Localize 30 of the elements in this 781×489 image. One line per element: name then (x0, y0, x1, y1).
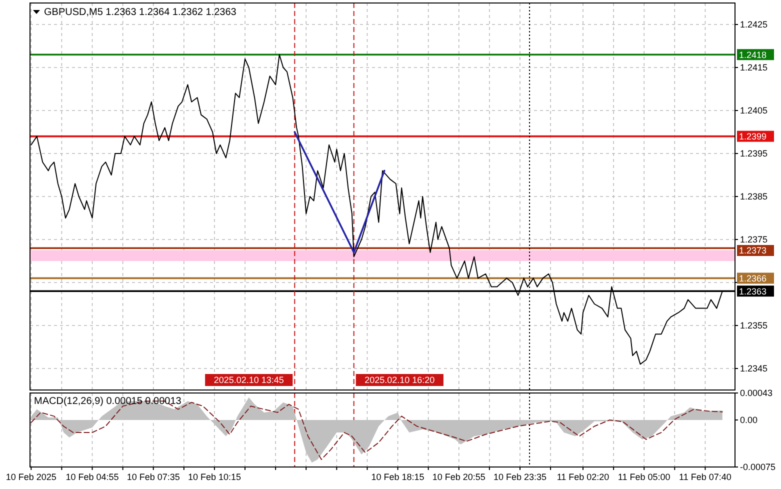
x-tick-label: 10 Feb 20:55 (432, 472, 486, 482)
ref-line-label: 1.2363 (739, 286, 767, 296)
x-tick-label: 10 Feb 07:35 (126, 472, 180, 482)
x-tick-label: 10 Feb 04:55 (66, 472, 119, 482)
y-tick-label: -0.00075 (740, 462, 776, 472)
chart-title: GBPUSD,M5 1.2363 1.2364 1.2362 1.2363 (44, 7, 237, 18)
ref-line-label: 2025.02.10 16:20 (364, 375, 435, 386)
y-tick-label: 1.2385 (740, 192, 768, 202)
y-tick-label: 0.00 (740, 415, 758, 426)
y-tick-label: 1.2415 (740, 62, 768, 73)
y-tick-label: 1.2355 (740, 320, 768, 331)
y-tick-label: 1.2375 (740, 234, 768, 245)
x-tick-label: 11 Feb 05:00 (618, 472, 670, 482)
ref-line-label: 1.2418 (739, 50, 767, 60)
ref-line-label: 2025.02.10 13:45 (214, 375, 284, 386)
y-tick-label: 1.2395 (740, 148, 768, 159)
x-tick-label: 10 Feb 2025 (6, 472, 56, 482)
chart-title: MACD(12,26,9) 0.00015 0.00013 (34, 396, 182, 407)
y-tick-label: 1.2405 (740, 106, 768, 116)
x-tick-label: 11 Feb 07:40 (679, 472, 732, 482)
ref-line-label: 1.2373 (739, 246, 767, 256)
y-tick-label: 1.2345 (740, 364, 768, 374)
x-tick-label: 10 Feb 18:15 (371, 472, 424, 482)
x-tick-label: 11 Feb 02:20 (556, 472, 610, 482)
y-tick-label: 0.00043 (740, 388, 773, 398)
x-tick-label: 10 Feb 23:35 (493, 472, 547, 482)
ref-line-label: 1.2399 (739, 131, 767, 142)
y-tick-label: 1.2425 (740, 20, 768, 30)
ref-line-label: 1.2366 (739, 273, 767, 284)
x-tick-label: 10 Feb 10:15 (188, 472, 241, 482)
